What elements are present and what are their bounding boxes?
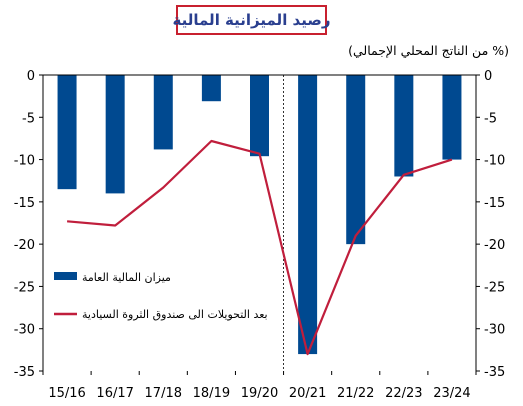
bar-23/24 xyxy=(442,75,462,160)
xtick-label-19/20: 19/20 xyxy=(241,386,278,401)
xtick-label-16/17: 16/17 xyxy=(96,386,133,401)
xtick-label-18/19: 18/19 xyxy=(193,386,230,401)
xtick-label-20/21: 20/21 xyxy=(289,386,326,401)
xtick-label-17/18: 17/18 xyxy=(145,386,182,401)
ytick-label-right: 0 xyxy=(484,69,492,84)
bar-16/17 xyxy=(105,75,125,194)
ytick-label-left: -25 xyxy=(14,280,35,295)
xtick-label-23/24: 23/24 xyxy=(433,386,470,401)
chart-title: رصيد الميزانية المالية xyxy=(172,11,331,29)
chart-title-box: رصيد الميزانية المالية xyxy=(173,5,330,35)
bar-22/23 xyxy=(394,75,414,177)
bar-15/16 xyxy=(57,75,77,190)
legend: ميزان المالية العامة بعد التحويلات الى صن… xyxy=(54,271,268,321)
ytick-label-right: -25 xyxy=(484,280,505,295)
ytick-label-left: -20 xyxy=(14,238,35,253)
ytick-label-right: -35 xyxy=(484,365,505,380)
xtick-label-15/16: 15/16 xyxy=(48,386,85,401)
ytick-label-right: -5 xyxy=(484,111,497,126)
ytick-label-right: -10 xyxy=(484,154,505,169)
ytick-label-left: -15 xyxy=(14,196,35,211)
xtick-label-21/22: 21/22 xyxy=(337,386,374,401)
ytick-label-left: -5 xyxy=(22,111,35,126)
ytick-label-right: -15 xyxy=(484,196,505,211)
legend-label-bar: ميزان المالية العامة xyxy=(82,271,171,284)
bar-20/21 xyxy=(298,75,318,355)
legend-swatch-bar xyxy=(54,272,77,280)
xtick-label-22/23: 22/23 xyxy=(385,386,422,401)
line-after-sovereign-fund xyxy=(67,139,453,356)
ytick-label-left: -10 xyxy=(14,154,35,169)
ytick-label-left: -35 xyxy=(14,365,35,380)
ytick-label-left: 0 xyxy=(27,69,35,84)
bar-18/19 xyxy=(201,75,221,102)
legend-label-line: بعد التحويلات الى صندوق الثروة السيادية xyxy=(82,308,268,321)
bar-17/18 xyxy=(153,75,173,150)
ytick-label-right: -30 xyxy=(484,323,505,338)
ytick-label-left: -30 xyxy=(14,323,35,338)
bar-19/20 xyxy=(250,75,269,157)
ytick-label-right: -20 xyxy=(484,238,505,253)
unit-label: (% من الناتج المحلي الإجمالي) xyxy=(348,43,509,58)
bar-21/22 xyxy=(346,75,366,245)
